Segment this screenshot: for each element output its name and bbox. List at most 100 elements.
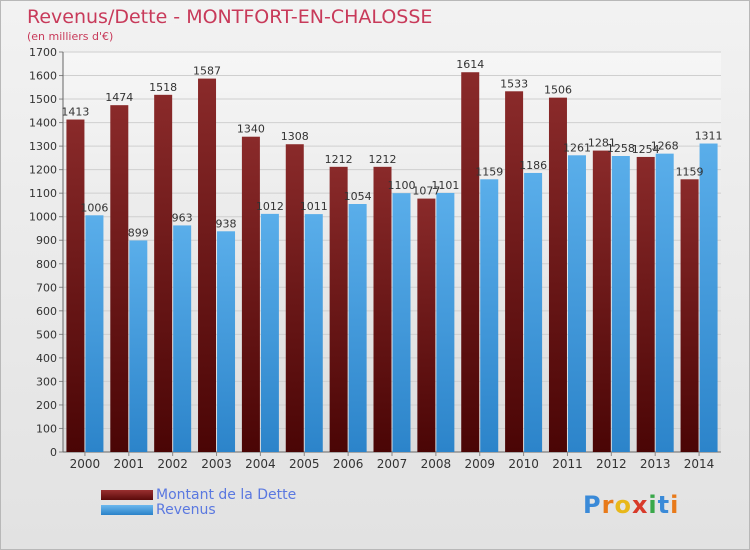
y-tick-label: 400 <box>36 352 57 365</box>
data-label-revenue: 1012 <box>256 200 284 213</box>
y-tick-label: 1500 <box>29 93 57 106</box>
x-tick-label: 2005 <box>289 457 320 471</box>
y-tick-label: 800 <box>36 258 57 271</box>
y-tick-label: 1300 <box>29 140 57 153</box>
bar-revenue <box>173 225 192 452</box>
x-tick-label: 2014 <box>684 457 715 471</box>
data-label-debt: 1587 <box>193 65 221 78</box>
y-tick-label: 1600 <box>29 70 57 83</box>
y-tick-label: 0 <box>50 446 57 459</box>
y-tick-label: 900 <box>36 234 57 247</box>
bar-debt <box>241 136 260 453</box>
data-label-debt: 1212 <box>369 153 397 166</box>
data-label-debt: 1308 <box>281 130 309 143</box>
proxiti-logo: Proxiti <box>583 491 679 519</box>
bar-revenue <box>85 215 104 452</box>
y-tick-label: 300 <box>36 375 57 388</box>
bar-debt <box>680 179 699 452</box>
y-tick-label: 600 <box>36 305 57 318</box>
logo-letter: r <box>601 491 615 519</box>
data-label-revenue: 1186 <box>519 159 547 172</box>
data-label-revenue: 899 <box>128 226 149 239</box>
y-tick-label: 1700 <box>29 46 57 59</box>
data-label-revenue: 1101 <box>431 179 459 192</box>
bar-debt <box>285 144 304 452</box>
bar-revenue <box>436 192 455 453</box>
data-label-debt: 1340 <box>237 123 265 136</box>
y-tick-label: 700 <box>36 281 57 294</box>
bar-debt <box>417 198 436 452</box>
data-label-debt: 1533 <box>500 77 528 90</box>
logo-letter: i <box>670 491 680 519</box>
data-label-revenue: 938 <box>216 217 237 230</box>
data-label-debt: 1254 <box>632 143 660 156</box>
bar-debt <box>592 150 611 452</box>
y-tick-label: 500 <box>36 328 57 341</box>
bar-debt <box>329 166 348 452</box>
data-label-revenue: 1006 <box>80 201 108 214</box>
axis-layer: 0 100 200 300 400 500 600 700 800 900 1000 1100 1200… <box>29 46 721 471</box>
bar-debt <box>461 72 480 452</box>
bar-revenue <box>129 240 148 452</box>
data-label-debt: 1159 <box>676 165 704 178</box>
bar-debt <box>110 105 129 453</box>
data-label-debt: 1614 <box>456 58 484 71</box>
bar-revenue <box>392 193 411 453</box>
bar-debt <box>154 94 173 452</box>
bar-revenue <box>655 153 674 452</box>
bar-revenue <box>217 231 236 452</box>
x-tick-label: 2010 <box>508 457 539 471</box>
bar-debt <box>373 166 392 452</box>
logo-letter: t <box>657 491 671 519</box>
grid-layer <box>63 51 721 453</box>
bar-debt <box>548 97 567 452</box>
bar-revenue <box>699 143 718 452</box>
legend-swatch-debt <box>101 490 153 500</box>
x-tick-label: 2009 <box>464 457 495 471</box>
x-tick-label: 2004 <box>245 457 276 471</box>
x-tick-label: 2003 <box>201 457 232 471</box>
data-label-revenue: 963 <box>172 211 193 224</box>
x-tick-label: 2011 <box>552 457 583 471</box>
x-tick-label: 2013 <box>640 457 671 471</box>
data-label-debt: 1506 <box>544 84 572 97</box>
data-label-revenue: 1159 <box>475 165 503 178</box>
bar-revenue <box>524 172 543 453</box>
data-label-revenue: 1258 <box>607 142 635 155</box>
x-tick-label: 2008 <box>421 457 452 471</box>
legend-label-revenue: Revenus <box>156 502 216 518</box>
bar-revenue <box>260 213 279 452</box>
y-tick-label: 1000 <box>29 211 57 224</box>
x-tick-label: 2002 <box>157 457 188 471</box>
bar-revenue <box>348 204 367 452</box>
y-tick-label: 1400 <box>29 117 57 130</box>
data-label-debt: 1518 <box>149 81 177 94</box>
logo-letter: o <box>614 491 632 519</box>
logo-letter: x <box>631 491 649 519</box>
bar-revenue <box>567 155 586 452</box>
chart-title: Revenus/Dette - MONTFORT-EN-CHALOSSE <box>27 6 433 28</box>
bar-debt <box>636 156 655 453</box>
data-label-revenue: 1011 <box>300 200 328 213</box>
data-label-debt: 1413 <box>61 106 89 119</box>
x-tick-label: 2000 <box>70 457 101 471</box>
data-label-revenue: 1311 <box>695 130 723 143</box>
bar-revenue <box>304 214 323 452</box>
data-label-revenue: 1268 <box>651 140 679 153</box>
bar-debt <box>198 78 217 453</box>
y-tick-label: 200 <box>36 399 57 412</box>
data-label-revenue: 1100 <box>388 179 416 192</box>
logo-letter: P <box>583 491 602 519</box>
data-label-revenue: 1261 <box>563 141 591 154</box>
legend-label-debt: Montant de la Dette <box>156 487 297 503</box>
y-tick-label: 1200 <box>29 164 57 177</box>
logo-letter: i <box>648 491 658 519</box>
data-label-debt: 1212 <box>325 153 353 166</box>
data-label-debt: 1281 <box>588 137 616 150</box>
legend-swatch-revenue <box>101 505 153 515</box>
y-tick-label: 100 <box>36 422 57 435</box>
label-layer: 1413 1006 1474 899 1518 963 1587 938 1340 1012 130… <box>61 58 722 239</box>
x-tick-label: 2012 <box>596 457 627 471</box>
